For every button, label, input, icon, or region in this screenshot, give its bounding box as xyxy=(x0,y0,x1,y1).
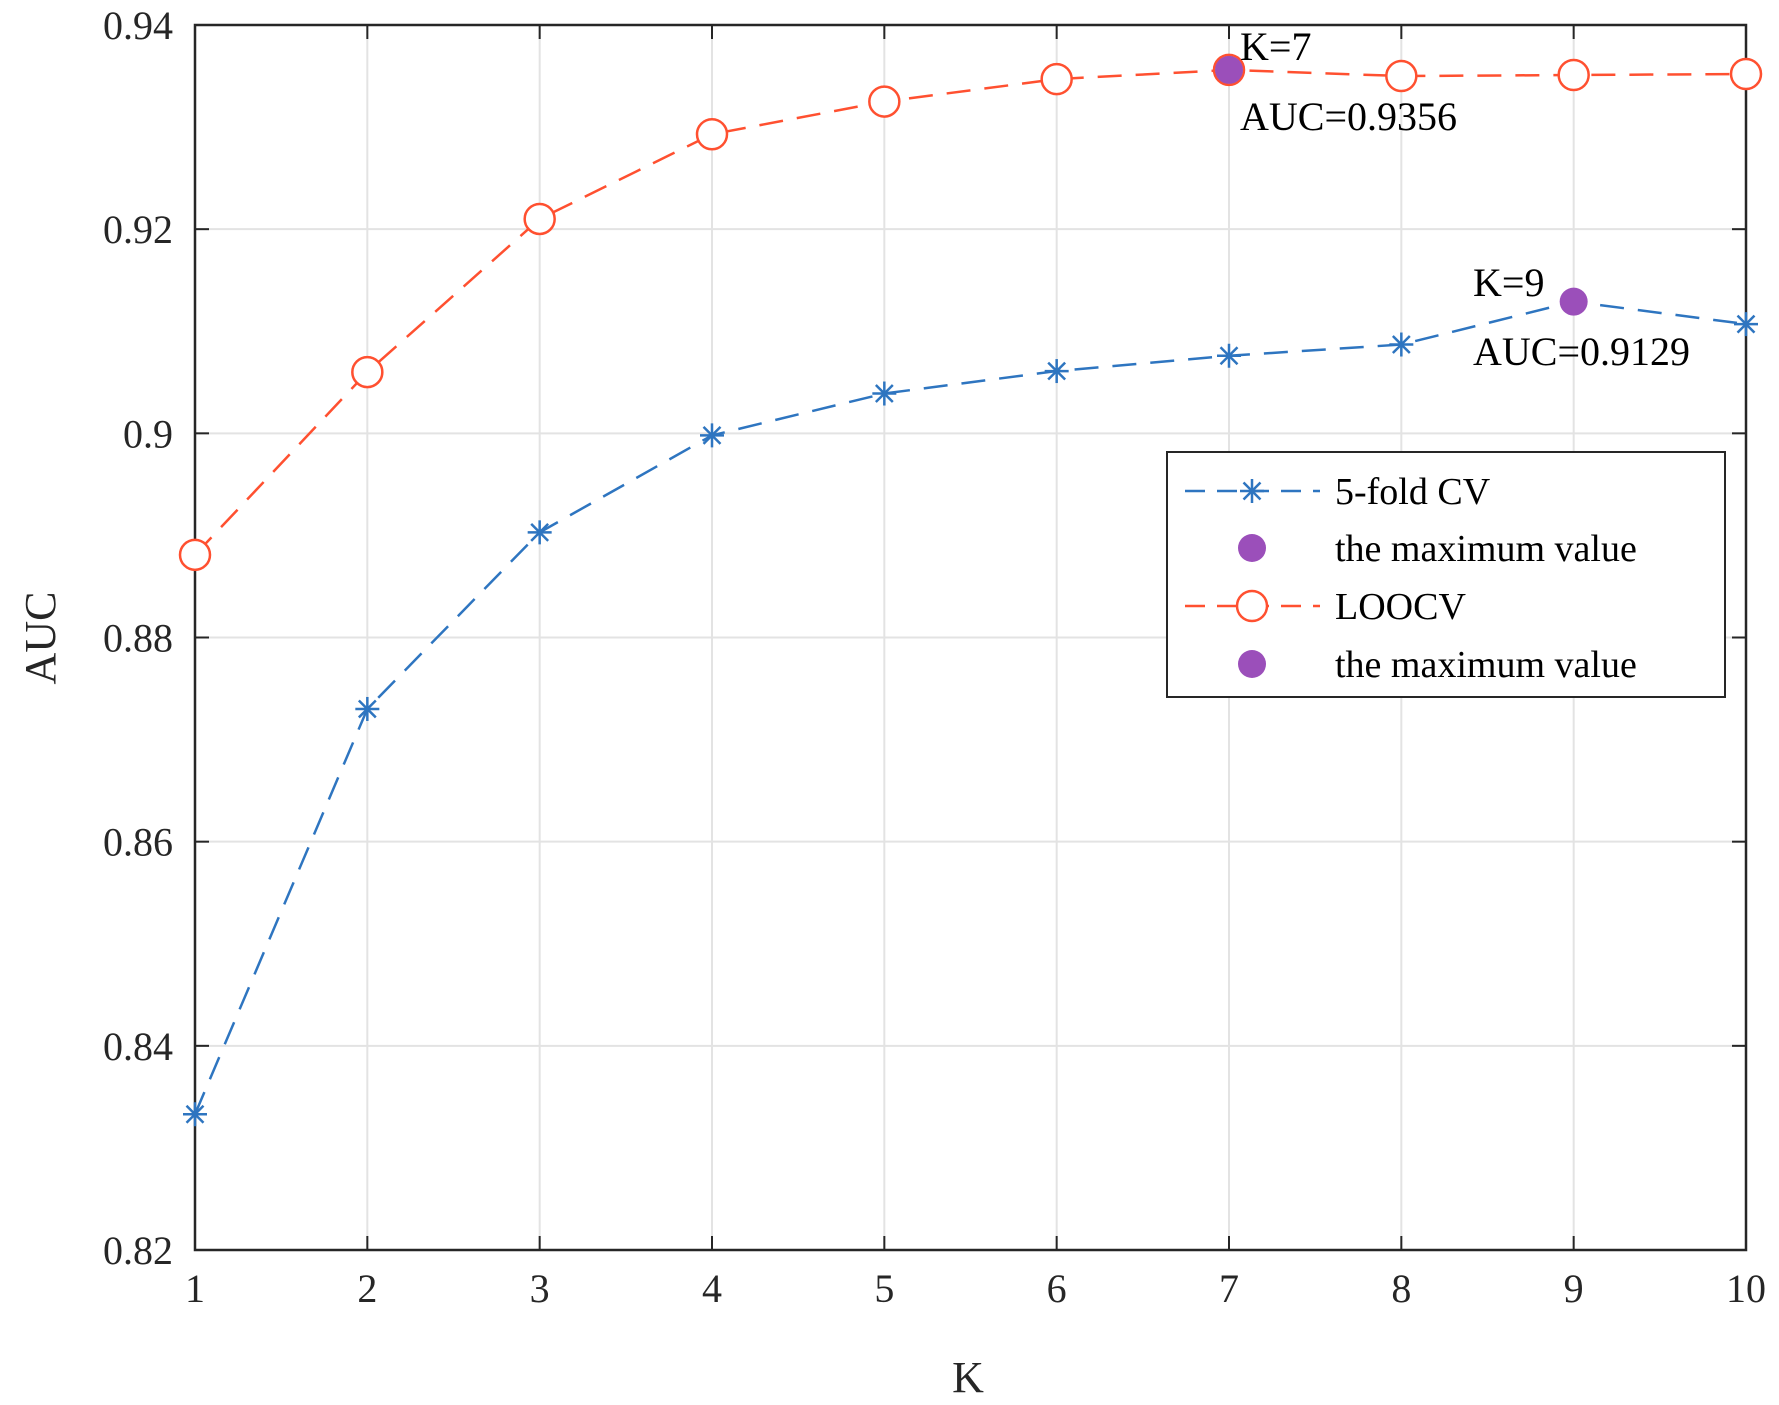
y-tick-label: 0.92 xyxy=(103,207,173,252)
data-point-loocv xyxy=(1729,57,1763,91)
legend-entry-loocv: LOOCV xyxy=(1185,586,1466,628)
x-axis-label: K xyxy=(952,1353,984,1402)
legend-entry-5fold-cv: 5-fold CV xyxy=(1185,471,1491,513)
data-point-5-fold-cv xyxy=(183,1102,207,1127)
data-point-loocv xyxy=(1385,59,1418,93)
y-tick-label: 0.9 xyxy=(123,411,173,456)
data-point-5-fold-cv xyxy=(872,381,897,406)
data-point-loocv xyxy=(868,85,901,118)
data-point-loocv xyxy=(351,355,384,389)
annotation-auc-09129: AUC=0.9129 xyxy=(1473,329,1690,374)
legend-max-dot-icon xyxy=(1238,534,1266,562)
max-marker-5-fold-cv xyxy=(1559,287,1588,316)
asterisk-stroke xyxy=(1391,335,1411,354)
legend-label-5fold-cv: 5-fold CV xyxy=(1335,471,1491,513)
data-point-5-fold-cv xyxy=(1734,312,1758,337)
annotation-k7: K=7 xyxy=(1240,24,1311,69)
y-tick-label: 0.84 xyxy=(103,1024,173,1069)
y-tick-label: 0.82 xyxy=(103,1228,173,1273)
legend: 5-fold CV the maximum value LOOCV the ma… xyxy=(1166,451,1726,698)
legend-label-max-1: the maximum value xyxy=(1335,528,1637,570)
series-line-5-fold-cv xyxy=(193,300,1747,1115)
asterisk-stroke xyxy=(702,426,722,445)
data-point-loocv xyxy=(695,117,729,151)
legend-open-circle-icon xyxy=(1235,589,1269,623)
data-point-loocv xyxy=(178,538,212,572)
asterisk-stroke xyxy=(874,384,894,403)
asterisk-stroke xyxy=(1219,346,1239,366)
legend-label-loocv: LOOCV xyxy=(1335,586,1466,628)
max-marker-loocv xyxy=(1215,55,1243,84)
data-point-5-fold-cv xyxy=(355,696,380,721)
x-tick-label: 8 xyxy=(1391,1266,1411,1311)
asterisk-stroke xyxy=(1242,481,1262,501)
x-tick-label: 4 xyxy=(702,1266,722,1311)
asterisk-stroke xyxy=(357,699,377,719)
legend-asterisk-icon xyxy=(1240,479,1264,503)
plot-area xyxy=(193,23,1748,1252)
y-tick-label: 0.94 xyxy=(103,3,173,48)
data-point-5-fold-cv xyxy=(527,520,552,545)
asterisk-stroke xyxy=(1047,361,1067,381)
data-point-5-fold-cv xyxy=(1044,359,1069,384)
x-tick-label: 9 xyxy=(1564,1266,1584,1311)
series-layer xyxy=(178,53,1763,1127)
y-tick-label: 0.86 xyxy=(103,820,173,865)
x-tick-label: 10 xyxy=(1726,1266,1766,1311)
asterisk-stroke xyxy=(185,1104,205,1124)
x-tick-label: 1 xyxy=(185,1266,205,1311)
maximum-markers xyxy=(1215,55,1588,316)
data-point-5-fold-cv xyxy=(1389,332,1414,357)
legend-entry-max-2: the maximum value xyxy=(1238,644,1637,686)
y-tick-label: 0.88 xyxy=(103,616,173,661)
tick-labels: 1 2 3 4 5 6 7 8 9 10 0.82 0.84 0.86 0.88 0.9 0.92 0.94 xyxy=(103,3,1766,1311)
data-point-loocv xyxy=(523,202,556,236)
asterisk-stroke xyxy=(1736,314,1756,334)
data-point-5-fold-cv xyxy=(700,423,724,448)
x-tick-label: 3 xyxy=(530,1266,550,1311)
x-tick-label: 6 xyxy=(1047,1266,1067,1311)
legend-max-dot-icon xyxy=(1238,650,1266,678)
annotation-auc-09356: AUC=0.9356 xyxy=(1240,94,1457,139)
x-tick-label: 2 xyxy=(357,1266,377,1311)
x-tick-label: 7 xyxy=(1219,1266,1239,1311)
annotations: K=7 AUC=0.9356 K=9 AUC=0.9129 xyxy=(1240,24,1690,374)
asterisk-stroke xyxy=(530,522,550,542)
annotation-k9: K=9 xyxy=(1473,260,1544,305)
y-axis-label: AUC xyxy=(16,592,65,685)
series-line-loocv xyxy=(194,68,1747,556)
legend-entry-max-1: the maximum value xyxy=(1238,528,1637,570)
data-point-loocv xyxy=(1040,62,1073,96)
x-tick-label: 5 xyxy=(874,1266,894,1311)
legend-asterisk-glyph xyxy=(1240,479,1264,503)
legend-label-max-2: the maximum value xyxy=(1335,644,1637,686)
data-point-loocv xyxy=(1557,58,1590,92)
data-point-5-fold-cv xyxy=(1217,343,1241,368)
